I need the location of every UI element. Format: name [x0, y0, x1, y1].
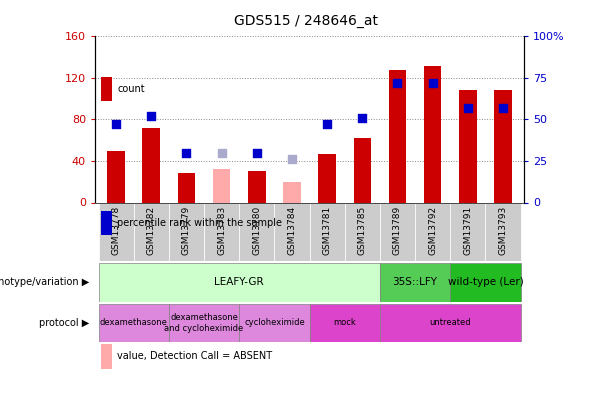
Bar	[380, 263, 451, 302]
Text: untreated: untreated	[430, 318, 471, 328]
Bar	[310, 202, 345, 261]
Point	[428, 80, 438, 86]
Bar	[380, 202, 415, 261]
Bar	[459, 90, 477, 202]
Bar	[169, 304, 239, 342]
Bar	[283, 182, 301, 202]
Text: 35S::LFY: 35S::LFY	[392, 277, 438, 288]
Bar	[485, 202, 520, 261]
Bar	[101, 77, 112, 101]
Bar	[99, 263, 380, 302]
Text: mock: mock	[333, 318, 356, 328]
Point	[498, 104, 508, 111]
Text: GSM13791: GSM13791	[463, 205, 473, 255]
Bar	[310, 304, 380, 342]
Text: GDS515 / 248646_at: GDS515 / 248646_at	[235, 14, 378, 28]
Text: protocol ▶: protocol ▶	[39, 318, 89, 328]
Bar	[389, 70, 406, 202]
Bar	[101, 211, 112, 235]
Bar	[239, 304, 310, 342]
Bar	[178, 173, 196, 202]
Bar	[248, 171, 265, 202]
Text: genotype/variation ▶: genotype/variation ▶	[0, 277, 89, 288]
Text: GSM13782: GSM13782	[147, 205, 156, 255]
Text: value, Detection Call = ABSENT: value, Detection Call = ABSENT	[117, 352, 272, 361]
Bar	[99, 202, 134, 261]
Bar	[494, 90, 512, 202]
Bar	[345, 202, 380, 261]
Point	[392, 80, 402, 86]
Text: GSM13789: GSM13789	[393, 205, 402, 255]
Bar	[354, 138, 371, 202]
Text: cycloheximide: cycloheximide	[244, 318, 305, 328]
Point	[322, 121, 332, 128]
Point	[147, 113, 156, 119]
Text: dexamethasone
and cycloheximide: dexamethasone and cycloheximide	[164, 313, 244, 333]
Text: GSM13780: GSM13780	[253, 205, 261, 255]
Bar	[275, 202, 310, 261]
Point	[463, 104, 473, 111]
Text: count: count	[117, 84, 145, 94]
Bar	[451, 202, 485, 261]
Text: GSM13781: GSM13781	[322, 205, 332, 255]
Text: GSM13778: GSM13778	[112, 205, 121, 255]
Bar	[451, 263, 520, 302]
Bar	[204, 202, 239, 261]
Text: GSM13784: GSM13784	[287, 205, 297, 255]
Text: GSM13783: GSM13783	[217, 205, 226, 255]
Bar	[318, 154, 336, 202]
Text: GSM13785: GSM13785	[358, 205, 367, 255]
Point	[357, 115, 367, 121]
Text: GSM13792: GSM13792	[428, 205, 437, 255]
Bar	[142, 128, 160, 202]
Bar	[239, 202, 275, 261]
Bar	[213, 169, 230, 202]
Text: wild-type (Ler): wild-type (Ler)	[447, 277, 524, 288]
Point	[287, 156, 297, 162]
Point	[181, 149, 191, 156]
Bar	[101, 344, 112, 369]
Text: GSM13793: GSM13793	[498, 205, 508, 255]
Bar	[169, 202, 204, 261]
Bar	[134, 202, 169, 261]
Text: GSM13779: GSM13779	[182, 205, 191, 255]
Bar	[99, 304, 169, 342]
Text: dexamethasone: dexamethasone	[100, 318, 167, 328]
Point	[111, 121, 121, 128]
Point	[217, 149, 227, 156]
Bar	[424, 66, 441, 202]
Point	[252, 149, 262, 156]
Bar	[380, 304, 520, 342]
Text: LEAFY-GR: LEAFY-GR	[215, 277, 264, 288]
Bar	[107, 151, 125, 202]
Bar	[415, 202, 451, 261]
Text: percentile rank within the sample: percentile rank within the sample	[117, 218, 282, 228]
